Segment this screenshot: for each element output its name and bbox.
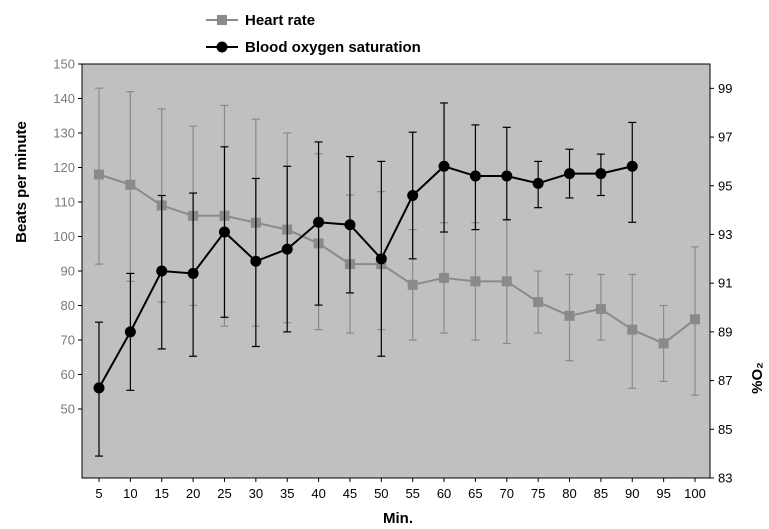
y2-tick-label: 89 bbox=[718, 324, 732, 339]
oxygen-point bbox=[313, 216, 325, 228]
y2-axis-ticks: 83 85 87 89 91 93 95 97 99 bbox=[710, 81, 732, 486]
y-tick-label: 100 bbox=[53, 229, 75, 244]
y2-tick-label: 97 bbox=[718, 130, 732, 145]
oxygen-point bbox=[407, 190, 419, 202]
oxygen-point bbox=[501, 170, 513, 182]
y-axis-title: Beats per minute bbox=[13, 121, 30, 243]
heart-rate-point bbox=[439, 272, 450, 283]
y-tick-label: 140 bbox=[53, 91, 75, 106]
heart-rate-point bbox=[595, 303, 606, 314]
oxygen-point bbox=[438, 160, 450, 172]
oxygen-series bbox=[93, 102, 638, 457]
oxygen-point bbox=[595, 168, 607, 180]
legend-heart-rate-label: Heart rate bbox=[245, 12, 315, 29]
x-tick-label: 85 bbox=[594, 486, 608, 501]
x-tick-label: 75 bbox=[531, 486, 545, 501]
y2-tick-label: 85 bbox=[718, 422, 732, 437]
heart-rate-point bbox=[627, 324, 638, 335]
heart-rate-point bbox=[501, 276, 512, 287]
heart-rate-point bbox=[690, 314, 700, 325]
oxygen-point bbox=[250, 255, 262, 267]
heart-rate-point bbox=[407, 279, 418, 290]
x-tick-label: 100 bbox=[684, 486, 706, 501]
y2-tick-label: 93 bbox=[718, 227, 732, 242]
x-tick-label: 90 bbox=[625, 486, 639, 501]
y2-axis-title: %O₂ bbox=[749, 362, 766, 394]
y-tick-label: 130 bbox=[53, 126, 75, 141]
heart-rate-point bbox=[533, 297, 544, 308]
x-tick-label: 5 bbox=[95, 486, 102, 501]
x-tick-label: 30 bbox=[249, 486, 263, 501]
legend-heart-rate-marker bbox=[217, 15, 227, 25]
x-tick-label: 45 bbox=[343, 486, 357, 501]
oxygen-point bbox=[564, 168, 576, 180]
heart-rate-point bbox=[658, 338, 669, 349]
y-tick-label: 110 bbox=[54, 195, 75, 210]
oxygen-point bbox=[344, 219, 356, 231]
legend-oxygen-label: Blood oxygen saturation bbox=[245, 39, 421, 56]
x-tick-label: 65 bbox=[468, 486, 482, 501]
x-tick-label: 50 bbox=[374, 486, 388, 501]
legend: Heart rate Blood oxygen saturation bbox=[206, 12, 421, 56]
heart-rate-point bbox=[125, 179, 136, 190]
x-tick-label: 10 bbox=[123, 486, 137, 501]
heart-rate-point bbox=[470, 276, 481, 287]
oxygen-point bbox=[93, 382, 105, 394]
x-tick-label: 20 bbox=[186, 486, 200, 501]
x-tick-label: 35 bbox=[280, 486, 294, 501]
y2-tick-label: 83 bbox=[718, 471, 732, 486]
x-tick-label: 55 bbox=[405, 486, 419, 501]
x-axis-ticks: 5 10 15 20 25 30 35 40 45 50 55 60 65 70 75 80 85 90 95 100 bbox=[95, 478, 706, 501]
x-tick-label: 40 bbox=[311, 486, 325, 501]
oxygen-point bbox=[469, 170, 481, 182]
oxygen-point bbox=[375, 253, 387, 265]
y2-tick-label: 87 bbox=[718, 373, 732, 388]
x-tick-label: 15 bbox=[155, 486, 169, 501]
y-axis-ticks: 50 60 70 80 90 100 110 120 130 140 150 bbox=[53, 57, 82, 417]
x-tick-label: 70 bbox=[500, 486, 514, 501]
oxygen-point bbox=[626, 160, 638, 172]
y2-tick-label: 99 bbox=[718, 81, 732, 96]
y-tick-label: 70 bbox=[61, 333, 75, 348]
oxygen-point bbox=[124, 326, 136, 338]
heart-rate-point bbox=[564, 310, 575, 321]
y-tick-label: 90 bbox=[61, 264, 75, 279]
oxygen-point bbox=[281, 243, 293, 255]
heart-rate-line bbox=[98, 173, 696, 345]
x-axis-title: Min. bbox=[383, 510, 413, 527]
x-tick-label: 25 bbox=[217, 486, 231, 501]
y2-tick-label: 91 bbox=[718, 276, 732, 291]
y-tick-label: 150 bbox=[53, 57, 75, 72]
x-tick-label: 60 bbox=[437, 486, 451, 501]
heart-rate-point bbox=[94, 169, 104, 180]
oxygen-point bbox=[218, 226, 230, 238]
oxygen-point bbox=[187, 267, 199, 279]
y-tick-label: 60 bbox=[61, 367, 75, 382]
oxygen-point bbox=[532, 177, 544, 189]
y-tick-label: 120 bbox=[53, 160, 75, 175]
plot-area bbox=[81, 63, 711, 479]
legend-oxygen-marker bbox=[216, 41, 228, 53]
y2-tick-label: 95 bbox=[718, 178, 732, 193]
y-tick-label: 50 bbox=[61, 402, 75, 417]
oxygen-point bbox=[156, 265, 168, 277]
y-tick-label: 80 bbox=[61, 298, 75, 313]
x-tick-label: 95 bbox=[656, 486, 670, 501]
x-tick-label: 80 bbox=[562, 486, 576, 501]
